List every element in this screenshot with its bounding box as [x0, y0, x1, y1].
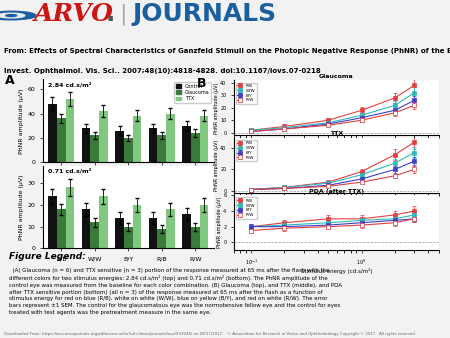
- Y-axis label: PhNR amplitude (μV): PhNR amplitude (μV): [19, 174, 24, 240]
- Text: ARVO: ARVO: [34, 2, 113, 26]
- Legend: R/B, W/W, B/Y, R/W: R/B, W/W, B/Y, R/W: [236, 82, 256, 104]
- Bar: [57, 118, 66, 162]
- Bar: [133, 205, 141, 248]
- Text: 0.71 cd.s/m²: 0.71 cd.s/m²: [48, 168, 91, 174]
- Title: PDA (after TTX): PDA (after TTX): [309, 189, 364, 194]
- Bar: [48, 104, 57, 162]
- Legend: Control, Glaucoma, TTX: Control, Glaucoma, TTX: [174, 82, 212, 103]
- Bar: [48, 196, 57, 248]
- Text: |: |: [119, 3, 127, 25]
- Bar: [90, 222, 99, 248]
- Y-axis label: PhNR amplitude (μV): PhNR amplitude (μV): [214, 82, 219, 134]
- Text: (A) Glaucoma (n = 6) and TTX sensitive (n = 3) portion of the response measured : (A) Glaucoma (n = 6) and TTX sensitive (…: [9, 268, 342, 315]
- Bar: [166, 209, 175, 248]
- Bar: [148, 218, 157, 248]
- Bar: [148, 128, 157, 162]
- Bar: [124, 227, 133, 248]
- Circle shape: [0, 11, 36, 20]
- Text: Downloaded From: https://iovs.arvojournals.org/pdfaccess.ashx?url=/data/journals: Downloaded From: https://iovs.arvojourna…: [4, 332, 417, 336]
- Bar: [66, 99, 74, 162]
- Bar: [158, 229, 166, 248]
- Bar: [81, 128, 90, 162]
- Bar: [90, 136, 99, 162]
- Legend: R/B, W/W, B/Y, R/W: R/B, W/W, B/Y, R/W: [236, 197, 256, 219]
- Title: Glaucoma: Glaucoma: [319, 74, 354, 79]
- Legend: R/B, W/W, B/Y, R/W: R/B, W/W, B/Y, R/W: [236, 140, 256, 161]
- Bar: [191, 133, 200, 162]
- Circle shape: [0, 13, 25, 18]
- Text: Figure Legend:: Figure Legend:: [9, 252, 86, 261]
- Text: A: A: [5, 74, 15, 88]
- Bar: [133, 116, 141, 162]
- Circle shape: [6, 15, 17, 17]
- Bar: [115, 218, 124, 248]
- Bar: [182, 214, 191, 248]
- Text: .: .: [106, 2, 115, 26]
- Bar: [182, 126, 191, 162]
- Bar: [200, 116, 208, 162]
- Y-axis label: PhNR amplitude (μV): PhNR amplitude (μV): [214, 140, 219, 191]
- Y-axis label: PhNR amplitude (μV): PhNR amplitude (μV): [217, 197, 222, 248]
- X-axis label: Stimulus energy (cd.s/m²): Stimulus energy (cd.s/m²): [301, 268, 372, 274]
- Text: 2.84 cd.s/m²: 2.84 cd.s/m²: [48, 82, 91, 88]
- Bar: [166, 114, 175, 162]
- Bar: [158, 136, 166, 162]
- Bar: [66, 187, 74, 248]
- Y-axis label: PhNR amplitude (μV): PhNR amplitude (μV): [19, 88, 24, 153]
- Bar: [57, 209, 66, 248]
- Bar: [200, 205, 208, 248]
- Bar: [124, 138, 133, 162]
- Text: JOURNALS: JOURNALS: [133, 2, 277, 26]
- Text: From: Effects of Spectral Characteristics of Ganzfeld Stimuli on the Photopic Ne: From: Effects of Spectral Characteristic…: [4, 48, 450, 54]
- Bar: [99, 111, 108, 162]
- Bar: [191, 227, 200, 248]
- Bar: [115, 130, 124, 162]
- Bar: [99, 196, 108, 248]
- Bar: [81, 209, 90, 248]
- Text: Invest. Ophthalmol. Vis. Sci.. 2007;48(10):4818-4828. doi:10.1167/iovs.07-0218: Invest. Ophthalmol. Vis. Sci.. 2007;48(1…: [4, 68, 321, 74]
- Text: B: B: [197, 77, 207, 90]
- Title: TTX: TTX: [330, 131, 343, 136]
